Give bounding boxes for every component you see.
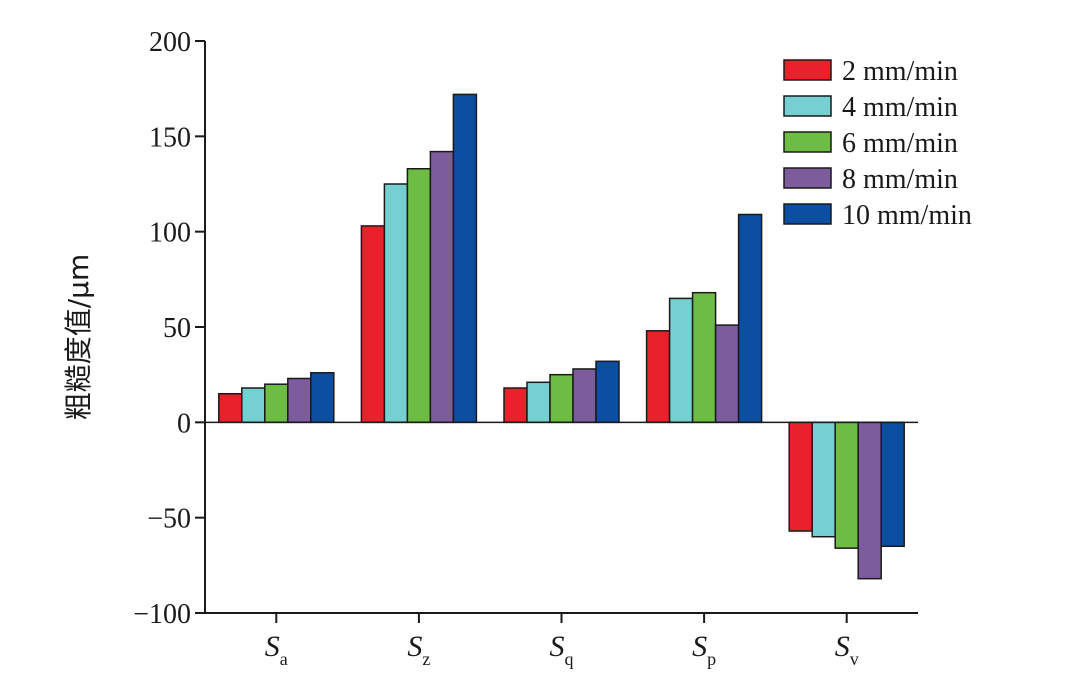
x-tick-label-sub: q: [565, 649, 574, 669]
y-tick-label: 150: [149, 122, 191, 153]
bar: [406, 167, 432, 424]
x-tick-label: Sz: [407, 630, 430, 669]
x-ticks-group: Sa Sz Sq Sp Sv: [265, 613, 859, 669]
bar: [714, 324, 740, 424]
y-tick-label: 0: [177, 408, 191, 439]
x-tick-label: Sp: [692, 630, 716, 669]
x-tick-label-main: S: [835, 630, 850, 663]
x-tick-label-main: S: [265, 630, 280, 663]
bar: [310, 372, 335, 424]
y-tick-label: 100: [149, 218, 191, 249]
bar: [788, 421, 813, 532]
x-tick-label-main: S: [550, 630, 565, 663]
x-tick-label: Sq: [550, 630, 574, 669]
legend-label: 10 mm/min: [842, 200, 972, 231]
legend-label: 2 mm/min: [842, 56, 958, 87]
bar: [383, 183, 409, 424]
legend-label: 6 mm/min: [842, 128, 958, 159]
bar: [360, 225, 386, 424]
bar: [549, 373, 574, 424]
y-tick-label: −100: [133, 599, 191, 630]
x-tick-label-sub: a: [280, 649, 288, 669]
x-tick-label-sub: p: [707, 649, 716, 669]
x-tick-label-sub: v: [850, 649, 859, 669]
y-tick-label: −50: [147, 504, 191, 535]
bars-group: [218, 93, 905, 580]
legend: 2 mm/min 4 mm/min 6 mm/min 8 mm/min 10 mm/mi…: [783, 56, 972, 231]
bar: [668, 297, 694, 424]
legend-label: 8 mm/min: [842, 164, 958, 195]
bar: [503, 387, 528, 424]
bar: [880, 421, 905, 548]
legend-swatch: [783, 95, 832, 117]
bar: [287, 377, 312, 424]
x-tick-label-main: S: [692, 630, 707, 663]
x-tick-label-main: S: [407, 630, 422, 663]
bar: [572, 368, 597, 424]
x-tick-label: Sa: [265, 630, 288, 669]
x-tick-label-sub: z: [422, 649, 430, 669]
bar: [645, 330, 671, 424]
bar: [857, 421, 882, 580]
y-axis-label: 粗糙度值/μm: [62, 254, 95, 421]
bar: [691, 291, 717, 424]
bar: [526, 381, 551, 424]
y-tick-label: 200: [149, 27, 191, 58]
bar: [218, 392, 243, 424]
bar: [241, 387, 266, 424]
legend-swatch: [783, 167, 832, 189]
bar: [834, 421, 859, 549]
bar: [811, 421, 836, 538]
legend-label: 4 mm/min: [842, 92, 958, 123]
y-tick-label: 50: [163, 313, 191, 344]
y-ticks-group: 200 150 100 50 0 −50 −100: [133, 27, 205, 630]
bar: [737, 213, 763, 424]
legend-swatch: [783, 203, 832, 225]
legend-swatch: [783, 131, 832, 153]
bar: [452, 93, 478, 424]
bar: [429, 150, 455, 424]
bar: [264, 383, 289, 424]
legend-swatch: [783, 59, 832, 81]
bar: [595, 360, 620, 424]
x-tick-label: Sv: [835, 630, 859, 669]
